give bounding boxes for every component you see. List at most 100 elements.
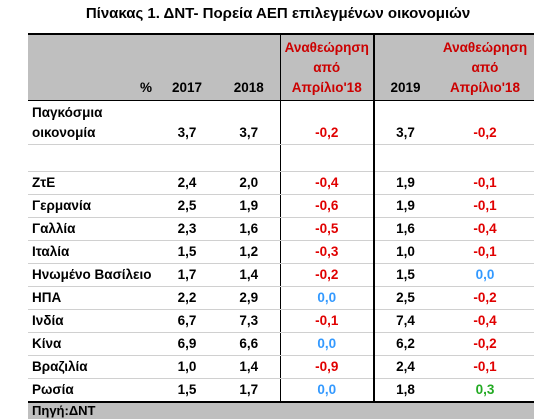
- spacer-cell: [280, 144, 375, 172]
- value-2019: 1,6: [374, 217, 436, 241]
- row-name: Παγκόσμια οικονομία: [28, 100, 156, 145]
- revision-2019-header: Αναθεώρηση από Απρίλιο'18: [436, 33, 534, 101]
- year-2018-header: 2018: [218, 33, 281, 101]
- revision-2018: -0,3: [280, 240, 375, 264]
- value-2019: 2,5: [374, 286, 436, 310]
- revision-2019: -0,2: [436, 100, 534, 145]
- row-name: Ιταλία: [28, 240, 156, 264]
- revision-2019: -0,4: [436, 309, 534, 333]
- value-2019: 2,4: [374, 355, 436, 379]
- row-name: Βραζιλία: [28, 355, 156, 379]
- revision-2019: 0,3: [475, 382, 495, 397]
- row-name: Γερμανία: [28, 194, 156, 218]
- revision-2018: 0,0: [280, 378, 375, 402]
- table-row: Ιταλία 1,5 1,2 -0,3 1,0 -0,1: [28, 240, 534, 264]
- value-2017: 1,0: [156, 355, 218, 379]
- value-2019: 1,0: [374, 240, 436, 264]
- spacer-cell: [374, 144, 436, 172]
- revision-2018: -0,2: [280, 263, 375, 287]
- value-2017: 2,2: [156, 286, 218, 310]
- year-2017-header: 2017: [156, 33, 218, 101]
- value-2017: 6,9: [156, 332, 218, 356]
- value-2018: 1,7: [218, 378, 281, 402]
- value-2017: 2,4: [156, 171, 218, 195]
- value-2019: 1,9: [374, 171, 436, 195]
- value-2018: 1,4: [218, 263, 281, 287]
- year-2019-header: 2019: [374, 33, 436, 101]
- value-2018: 1,6: [218, 217, 281, 241]
- value-2019: 1,9: [374, 194, 436, 218]
- row-name: ΗΠΑ: [28, 286, 156, 310]
- row-name: ΖτΕ: [28, 171, 156, 195]
- revision2-header-line2: από: [471, 60, 499, 75]
- world-name-line1: Παγκόσμια: [32, 105, 103, 120]
- spacer-cell: [28, 144, 156, 172]
- value-2017: 1,7: [156, 263, 218, 287]
- value-2017: 1,5: [177, 382, 197, 397]
- revision-header-line3: Απρίλιο'18: [291, 80, 362, 95]
- table-row-world: Παγκόσμια οικονομία 3,7 3,7 -0,2 3,7 -0,…: [28, 100, 534, 145]
- source-note: Πηγή:ΔΝΤ: [28, 401, 534, 419]
- revision-2019: 0,0: [436, 263, 534, 287]
- value-2017: 3,7: [156, 100, 218, 145]
- table-row: Ρωσία 1,5 1,7 0,0 1,8 0,3: [28, 378, 534, 402]
- value-2017: 2,3: [156, 217, 218, 241]
- table-row: Ηνωμένο Βασίλειο 1,7 1,4 -0,2 1,5 0,0: [28, 263, 534, 287]
- table-row: Ινδία 6,7 7,3 -0,1 7,4 -0,4: [28, 309, 534, 333]
- value-2017: 1,5: [156, 240, 218, 264]
- table-row: Βραζιλία 1,0 1,4 -0,9 2,4 -0,1: [28, 355, 534, 379]
- revision-2019: -0,4: [436, 217, 534, 241]
- value-2017: 6,7: [156, 309, 218, 333]
- revision-2018: -0,6: [280, 194, 375, 218]
- row-name: Ηνωμένο Βασίλειο: [28, 263, 156, 287]
- world-name-line2: οικονομία: [32, 125, 96, 140]
- spacer-cell: [436, 144, 534, 172]
- revision-header-line2: από: [313, 60, 341, 75]
- value-2019: 3,7: [374, 100, 436, 145]
- value-2019: 7,4: [374, 309, 436, 333]
- value-2019: 6,2: [374, 332, 436, 356]
- revision-2018: -0,1: [280, 309, 375, 333]
- table-row: ΗΠΑ 2,2 2,9 0,0 2,5 -0,2: [28, 286, 534, 310]
- value-2019: 1,8: [396, 382, 415, 397]
- row-name: Γαλλία: [28, 217, 156, 241]
- revision-2018: -0,5: [280, 217, 375, 241]
- table-row: Γαλλία 2,3 1,6 -0,5 1,6 -0,4: [28, 217, 534, 241]
- spacer-cell: [156, 144, 218, 172]
- unit-header: %: [28, 33, 156, 101]
- revision-2019: -0,2: [436, 332, 534, 356]
- revision-2019: -0,1: [436, 171, 534, 195]
- value-2018: 2,9: [218, 286, 281, 310]
- value-2017: 2,5: [156, 194, 218, 218]
- value-2018: 1,2: [218, 240, 281, 264]
- table-row: ΖτΕ 2,4 2,0 -0,4 1,9 -0,1: [28, 171, 534, 195]
- revision2-header-line3: Απρίλιο'18: [450, 80, 520, 95]
- value-2018: 1,9: [218, 194, 281, 218]
- table-row: Κίνα 6,9 6,6 0,0 6,2 -0,2: [28, 332, 534, 356]
- row-name: Κίνα: [28, 332, 156, 356]
- spacer-cell: [218, 144, 281, 172]
- revision-2019: -0,1: [436, 194, 534, 218]
- value-2018: 1,4: [218, 355, 281, 379]
- revision-2018: -0,2: [280, 100, 375, 145]
- revision-2018-header: Αναθεώρηση από Απρίλιο'18: [280, 33, 375, 101]
- header-row: % 2017 2018 Αναθεώρηση από Απρίλιο'18 20…: [28, 33, 534, 101]
- value-2018: 2,0: [218, 171, 281, 195]
- revision2-header-line1: Αναθεώρηση: [442, 40, 528, 55]
- row-name: Ινδία: [28, 309, 156, 333]
- value-2018: 3,7: [218, 100, 281, 145]
- value-2018: 6,6: [218, 332, 281, 356]
- source-row: Πηγή:ΔΝΤ: [28, 401, 534, 419]
- table-title: Πίνακας 1. ΔΝΤ- Πορεία ΑΕΠ επιλεγμένων ο…: [85, 5, 471, 22]
- spacer-row: [28, 144, 534, 172]
- revision-header-line1: Αναθεώρηση: [284, 40, 369, 55]
- revision-2019: -0,2: [436, 286, 534, 310]
- revision-2019: -0,1: [436, 355, 534, 379]
- revision-2018: -0,9: [280, 355, 375, 379]
- revision-2018: -0,4: [280, 171, 375, 195]
- row-name: Ρωσία: [32, 382, 74, 397]
- gdp-table: % 2017 2018 Αναθεώρηση από Απρίλιο'18 20…: [28, 33, 534, 419]
- value-2019: 1,5: [374, 263, 436, 287]
- revision-2018: 0,0: [280, 286, 375, 310]
- value-2018: 7,3: [218, 309, 281, 333]
